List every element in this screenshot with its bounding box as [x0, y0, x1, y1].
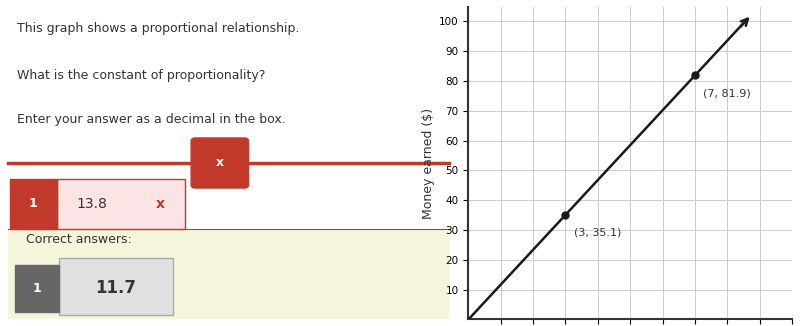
Text: This graph shows a proportional relationship.: This graph shows a proportional relation…: [17, 22, 299, 35]
FancyBboxPatch shape: [8, 230, 450, 319]
FancyBboxPatch shape: [57, 179, 185, 229]
FancyBboxPatch shape: [191, 138, 249, 188]
Y-axis label: Money earned ($): Money earned ($): [422, 108, 435, 218]
Text: Enter your answer as a decimal in the box.: Enter your answer as a decimal in the bo…: [17, 113, 286, 126]
Text: Correct answers:: Correct answers:: [26, 233, 131, 246]
FancyBboxPatch shape: [58, 259, 174, 315]
Text: 1: 1: [29, 197, 38, 210]
FancyBboxPatch shape: [10, 179, 57, 229]
Text: 1: 1: [32, 282, 41, 295]
Text: (7, 81.9): (7, 81.9): [703, 88, 750, 98]
Text: (3, 35.1): (3, 35.1): [574, 228, 621, 238]
FancyBboxPatch shape: [14, 265, 58, 312]
Text: x: x: [156, 197, 165, 211]
Text: What is the constant of proportionality?: What is the constant of proportionality?: [17, 69, 266, 82]
Text: 13.8: 13.8: [77, 197, 107, 211]
Text: 11.7: 11.7: [96, 279, 137, 297]
Text: x: x: [216, 156, 224, 170]
